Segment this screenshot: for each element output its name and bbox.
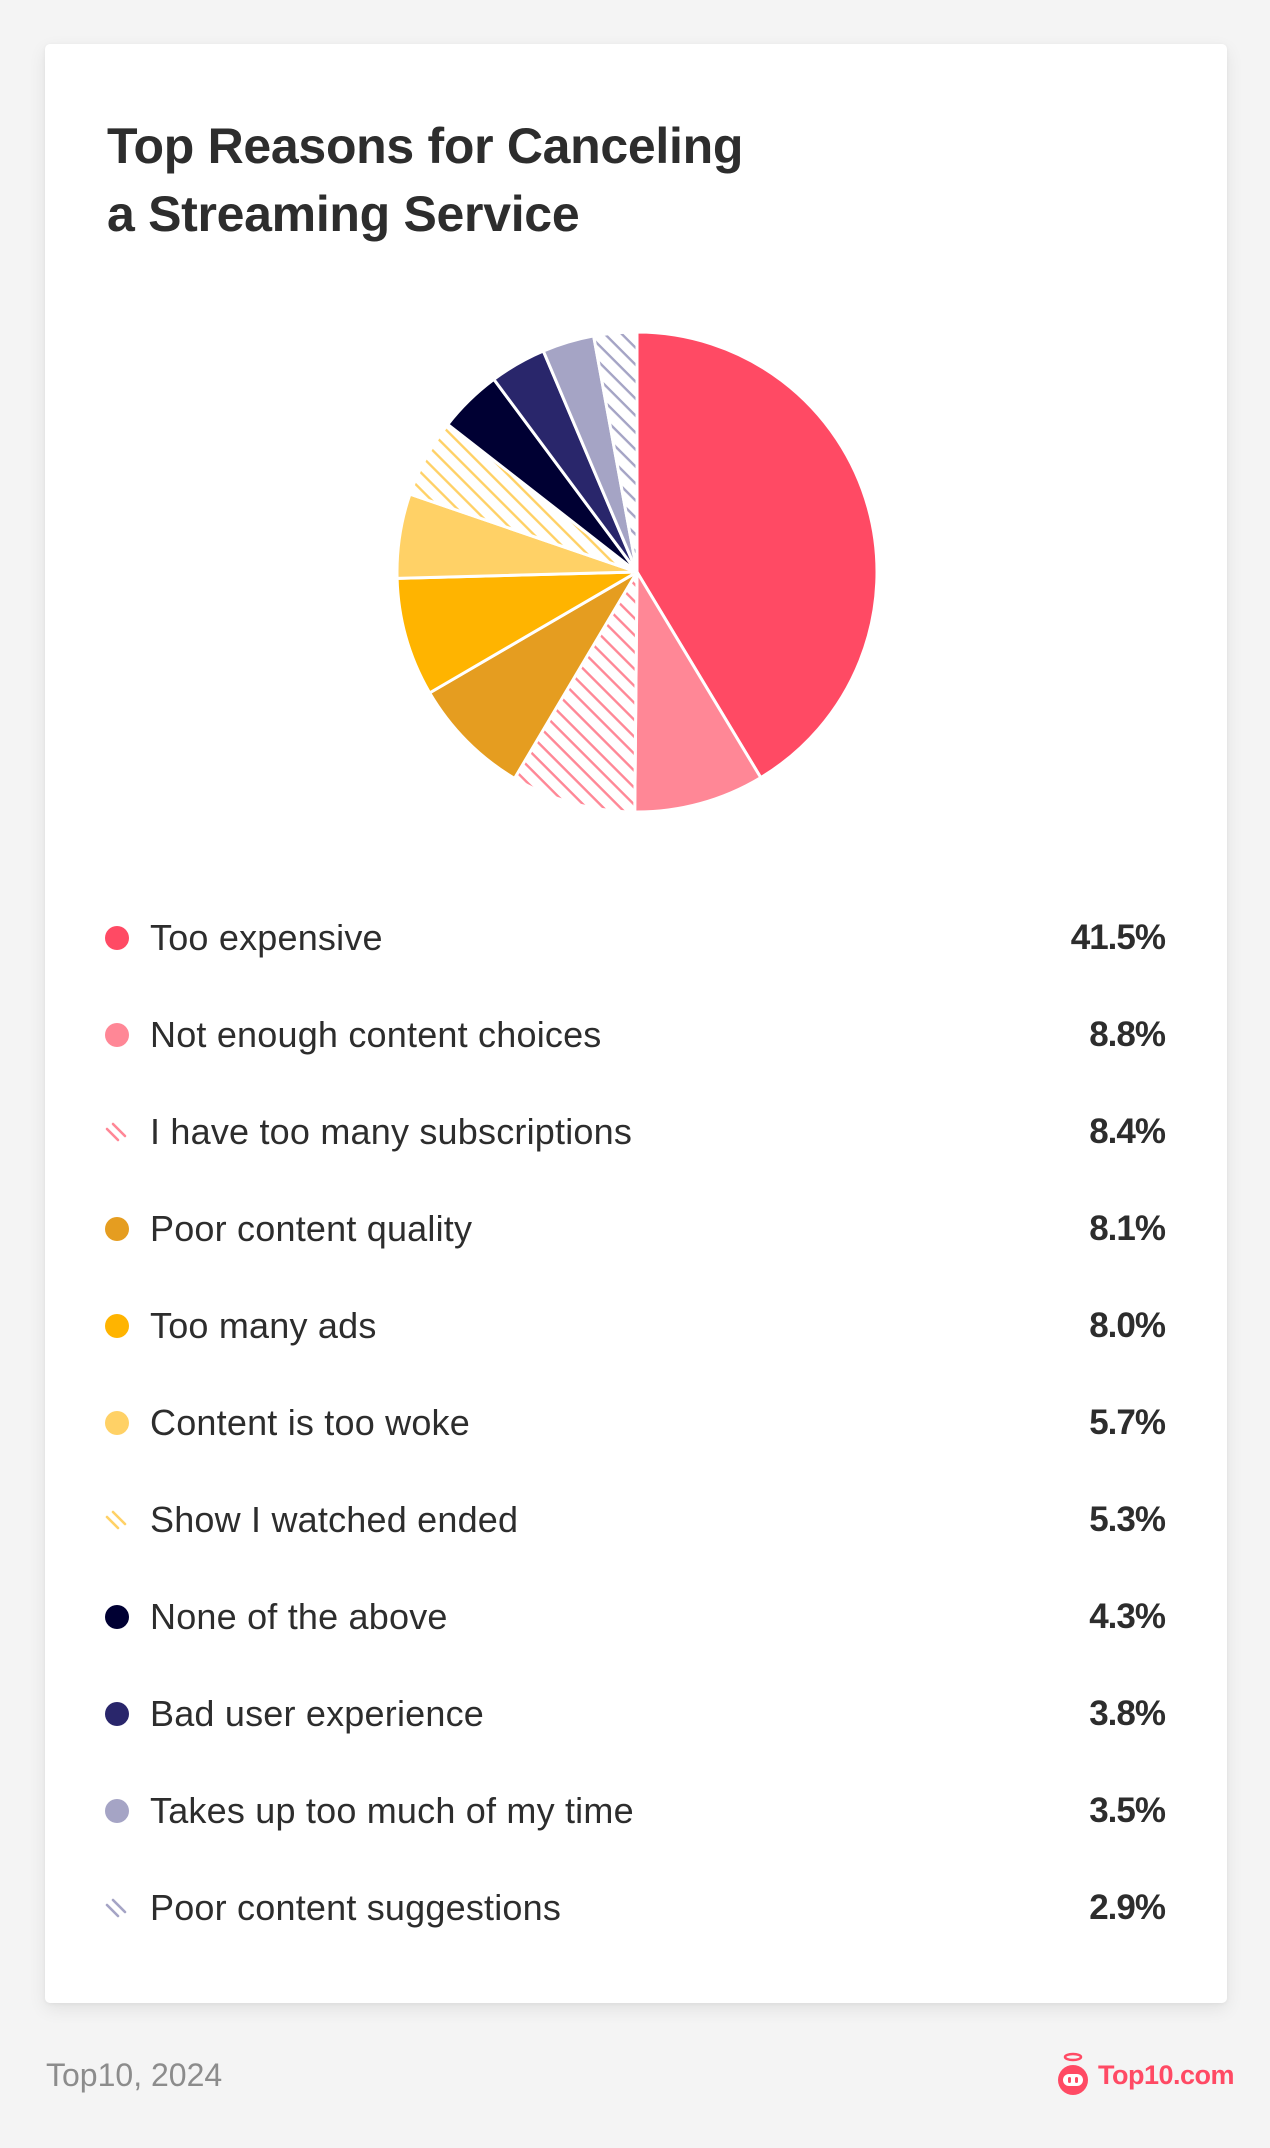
pie-slice-not-enough-content-choices <box>633 570 763 814</box>
chart-card: Top Reasons for Canceling a Streaming Se… <box>45 44 1227 2003</box>
legend-value: 3.5% <box>1089 1791 1166 1830</box>
legend-item: Poor content quality 8.1% <box>45 1199 1227 1259</box>
source-caption: Top10, 2024 <box>46 2057 223 2093</box>
color-dot-icon <box>105 1605 129 1629</box>
color-dot-icon <box>105 1023 129 1047</box>
legend-item: Show I watched ended 5.3% <box>45 1490 1227 1550</box>
color-dot-icon <box>105 1411 129 1435</box>
legend-item: Bad user experience 3.8% <box>45 1684 1227 1744</box>
hatch-swatch-icon <box>105 1508 129 1532</box>
legend-value: 4.3% <box>1089 1597 1166 1636</box>
robot-halo-icon <box>1058 2052 1088 2095</box>
legend-value: 5.3% <box>1089 1500 1166 1539</box>
brand-logo-text: Top10.com <box>1098 2059 1235 2090</box>
chart-title: Top Reasons for Canceling a Streaming Se… <box>107 112 907 248</box>
legend-label: Poor content suggestions <box>150 1887 562 1928</box>
legend-item: Poor content suggestions 2.9% <box>45 1878 1227 1938</box>
pie-slice-poor-content-quality <box>428 570 639 780</box>
pie-slice-poor-content-suggestions <box>592 330 639 574</box>
brand-logo: Top10.com <box>1056 2052 1235 2098</box>
legend-label: Show I watched ended <box>150 1499 519 1540</box>
color-dot-icon <box>105 926 129 950</box>
pie-slice-too-many-ads <box>395 570 639 695</box>
legend-label: None of the above <box>150 1596 448 1637</box>
color-dot-icon <box>105 1702 129 1726</box>
legend-value: 2.9% <box>1089 1888 1166 1927</box>
chart-title-line-2: a Streaming Service <box>107 186 580 242</box>
legend-value: 5.7% <box>1089 1403 1166 1442</box>
legend-item: Takes up too much of my time 3.5% <box>45 1781 1227 1841</box>
legend-label: Poor content quality <box>150 1208 473 1249</box>
hatch-swatch-icon <box>105 1896 129 1920</box>
legend-label: Too expensive <box>150 917 383 958</box>
pie-slice-i-have-too-many-subscriptions <box>513 570 639 814</box>
color-dot-icon <box>105 1217 129 1241</box>
legend-label: Bad user experience <box>150 1693 485 1734</box>
chart-title-line-1: Top Reasons for Canceling <box>107 118 744 174</box>
hatch-swatch-icon <box>105 1120 129 1144</box>
color-dot-icon <box>105 1314 129 1338</box>
pie-slice-too-expensive <box>635 330 879 780</box>
legend-value: 8.8% <box>1089 1015 1166 1054</box>
legend-item: I have too many subscriptions 8.4% <box>45 1102 1227 1162</box>
legend-item: Content is too woke 5.7% <box>45 1393 1227 1453</box>
legend-item: None of the above 4.3% <box>45 1587 1227 1647</box>
legend-item: Too many ads 8.0% <box>45 1296 1227 1356</box>
legend-label: Content is too woke <box>150 1402 470 1443</box>
legend-label: Too many ads <box>150 1305 377 1346</box>
legend-item: Too expensive 41.5% <box>45 908 1227 968</box>
legend-value: 3.8% <box>1089 1694 1166 1733</box>
legend-label: Takes up too much of my time <box>150 1790 634 1831</box>
legend-item: Not enough content choices 8.8% <box>45 1005 1227 1065</box>
pie-chart <box>395 330 879 814</box>
legend-value: 8.1% <box>1089 1209 1166 1248</box>
legend-value: 8.4% <box>1089 1112 1166 1151</box>
legend-value: 8.0% <box>1089 1306 1166 1345</box>
color-dot-icon <box>105 1799 129 1823</box>
legend-label: Not enough content choices <box>150 1014 602 1055</box>
legend-label: I have too many subscriptions <box>150 1111 633 1152</box>
legend-value: 41.5% <box>1070 918 1166 957</box>
